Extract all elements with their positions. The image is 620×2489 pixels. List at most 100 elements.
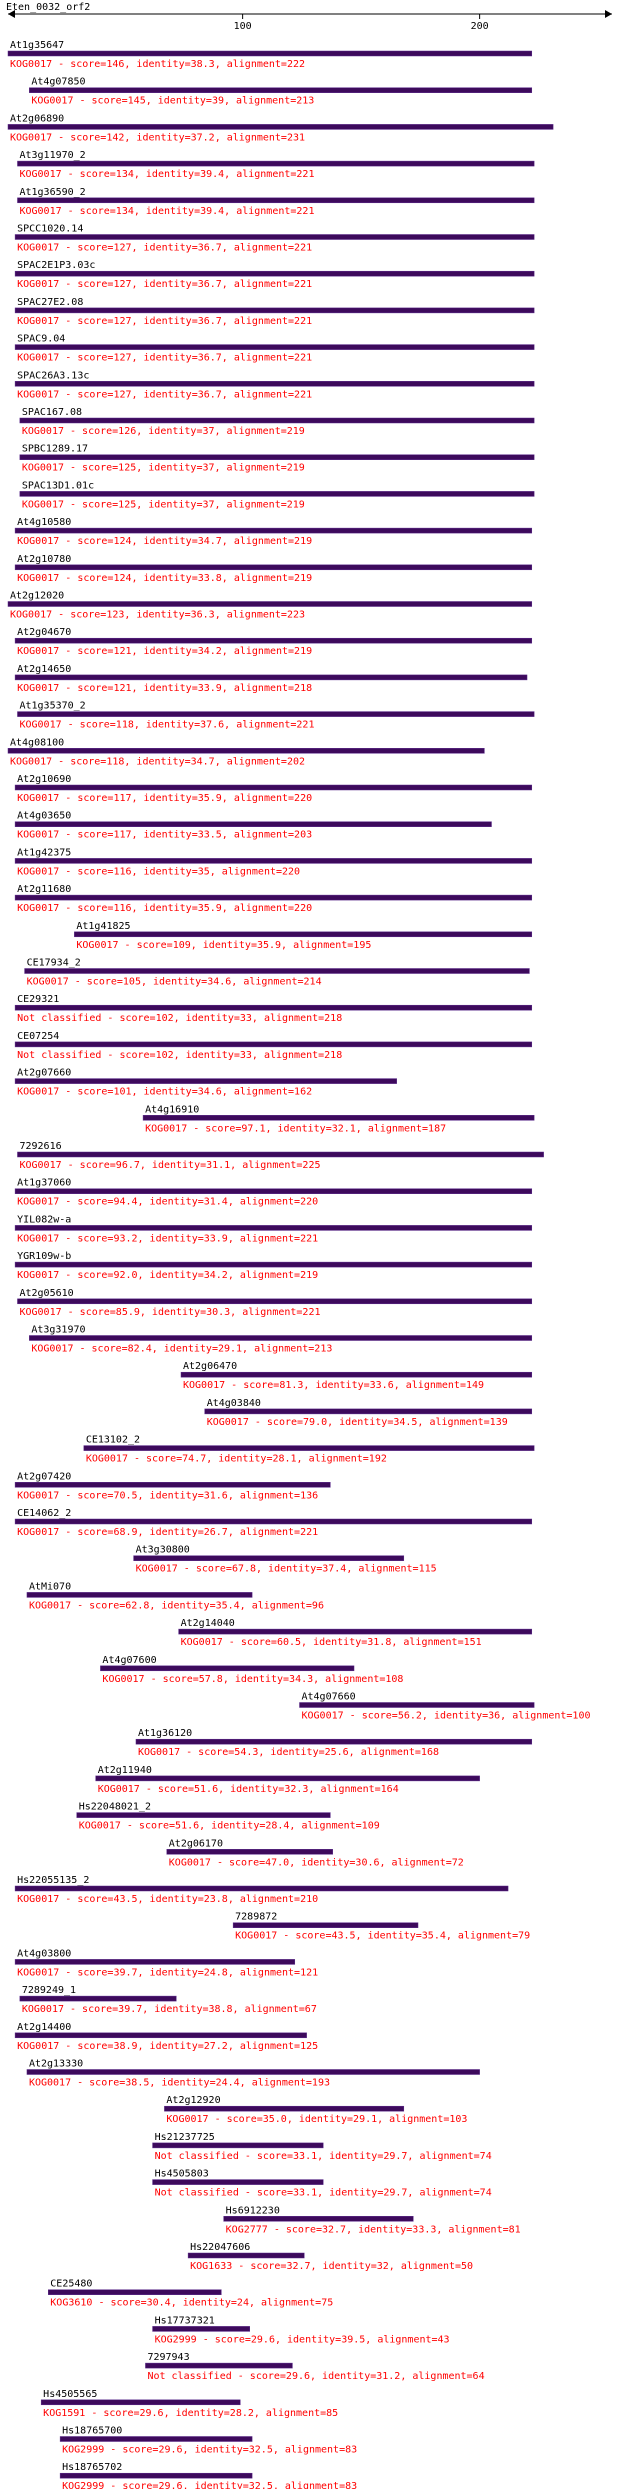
hit-row: At4g10580 KOG0017 - score=124, identity=3… [14,517,533,547]
hit-bar [14,270,535,277]
hit-row: SPAC9.04 KOG0017 - score=127, identity=36… [14,334,535,364]
hit-bar [14,1885,509,1892]
hit-bar [178,1628,533,1635]
hit-bar [142,1115,535,1121]
hit-bar [14,381,535,387]
hit-row: At4g07660 KOG0017 - score=56.2, identity=… [299,1692,590,1722]
hit-bar [152,2142,324,2149]
hit-name: CE29321 [17,994,59,1005]
hit-name: 7297943 [147,2352,189,2363]
hit-name: At2g06170 [169,1838,223,1849]
hit-name: At1g41825 [76,921,130,932]
hit-description: KOG0017 - score=116, identity=35, alignm… [17,866,300,877]
hit-bar [17,1298,533,1305]
hit-bar [14,1518,533,1525]
hit-row: 7292616 KOG0017 - score=96.7, identity=31… [17,1141,544,1171]
hit-bar [40,2399,241,2406]
hit-name: At2g10780 [17,554,71,565]
hit-description: KOG0017 - score=134, identity=39.4, alig… [19,169,314,180]
hit-row: CE13102_2 KOG0017 - score=74.7, identity=… [83,1435,535,1465]
hit-row: At2g14400 KOG0017 - score=38.9, identity=… [14,2022,318,2052]
hit-description: KOG0017 - score=47.0, identity=30.6, ali… [169,1857,464,1868]
hit-name: At4g07850 [31,77,85,88]
hit-bar [14,1225,533,1231]
hit-bar [74,931,533,938]
hit-row: At4g08100 KOG0017 - score=118, identity=3… [7,737,485,767]
hit-row: SPAC13D1.01c KOG0017 - score=125, identit… [19,480,535,510]
hit-description: Not classified - score=33.1, identity=29… [155,2151,492,2162]
hit-row: SPAC167.08 KOG0017 - score=126, identity=… [19,407,535,437]
hit-bar [14,344,535,350]
hit-bar [7,124,554,130]
hit-row: AtMi070 KOG0017 - score=62.8, identity=35… [26,1581,324,1611]
hit-row: SPAC27E2.08 KOG0017 - score=127, identity… [14,297,535,327]
hit-name: At2g12020 [10,591,64,602]
hit-name: SPAC27E2.08 [17,297,83,308]
hit-row: At2g12020 KOG0017 - score=123, identity=3… [7,591,533,621]
hit-description: KOG0017 - score=39.7, identity=38.8, ali… [22,2004,317,2015]
hit-bar [7,601,533,607]
hit-description: KOG0017 - score=67.8, identity=37.4, ali… [136,1564,437,1575]
hit-bar [17,1151,544,1158]
hit-description: KOG2999 - score=29.6, identity=32.5, ali… [62,2445,357,2456]
hit-row: Hs22048021_2 KOG0017 - score=51.6, identi… [76,1802,380,1832]
hit-name: At2g12920 [166,2095,220,2106]
hit-name: Hs22048021_2 [79,1802,151,1813]
hit-name: At4g16910 [145,1104,199,1115]
hit-row: YIL082w-a KOG0017 - score=93.2, identity=… [14,1214,533,1244]
hit-description: KOG0017 - score=146, identity=38.3, alig… [10,59,305,70]
hit-bar [14,1261,533,1268]
hit-bar [7,50,533,57]
hit-name: At2g06470 [183,1361,237,1372]
hit-name: At4g07660 [302,1692,356,1703]
hit-description: KOG0017 - score=125, identity=37, alignm… [22,463,305,474]
hit-bar [152,2179,324,2185]
hit-description: KOG0017 - score=43.5, identity=35.4, ali… [235,1931,530,1942]
hit-row: At2g04670 KOG0017 - score=121, identity=3… [14,627,533,657]
hit-row: At2g06890 KOG0017 - score=142, identity=3… [7,113,554,143]
hit-bar [14,637,533,644]
hit-row: Hs18765702 KOG2999 - score=29.6, identity… [59,2462,357,2489]
hit-name: Hs4505565 [43,2389,97,2400]
hit-bar [19,1995,177,2002]
hit-bar [135,1738,533,1745]
hit-row: At1g41825 KOG0017 - score=109, identity=3… [74,921,533,951]
hit-row: 7289249_1 KOG0017 - score=39.7, identity=… [19,1985,317,2015]
axis-arrow-left [8,10,15,18]
hit-bar [26,1592,253,1598]
hit-description: Not classified - score=29.6, identity=31… [147,2371,484,2382]
hit-row: At2g14650 KOG0017 - score=121, identity=3… [14,664,528,694]
hit-bar [14,784,533,791]
hit-description: KOG0017 - score=57.8, identity=34.3, ali… [102,1674,403,1685]
hit-name: CE17934_2 [27,958,81,969]
hit-row: At2g07660 KOG0017 - score=101, identity=3… [14,1068,397,1098]
hit-name: At3g31970 [31,1325,85,1336]
hit-description: KOG0017 - score=38.9, identity=27.2, ali… [17,2041,318,2052]
hit-row: At1g35370_2 KOG0017 - score=118, identity… [17,701,535,731]
hit-name: CE14062_2 [17,1508,71,1519]
hit-row: SPBC1289.17 KOG0017 - score=125, identity… [19,444,535,474]
hit-name: CE25480 [50,2279,92,2290]
hit-description: KOG2777 - score=32.7, identity=33.3, ali… [226,2224,521,2235]
hit-row: At1g36590_2 KOG0017 - score=134, identity… [17,187,535,217]
hit-row: CE29321 Not classified - score=102, ident… [14,994,533,1024]
hit-row: Hs6912230 KOG2777 - score=32.7, identity=… [223,2205,521,2235]
hit-row: At1g36120 KOG0017 - score=54.3, identity=… [135,1728,533,1758]
hit-description: KOG0017 - score=118, identity=37.6, alig… [19,720,314,731]
hit-bar [14,894,533,901]
hit-name: Hs18765700 [62,2426,122,2437]
hit-name: Hs18765702 [62,2462,122,2473]
hit-bar [100,1665,355,1672]
hit-name: 7289872 [235,1912,277,1923]
hit-row: CE14062_2 KOG0017 - score=68.9, identity=… [14,1508,533,1538]
hit-bar [14,1004,533,1011]
hit-description: KOG0017 - score=101, identity=34.6, alig… [17,1087,312,1098]
hit-description: KOG0017 - score=126, identity=37, alignm… [22,426,305,437]
hit-bar [14,2032,307,2039]
hit-name: Hs22047606 [190,2242,250,2253]
hit-name: YIL082w-a [17,1214,71,1225]
hit-name: At1g35647 [10,40,64,51]
hit-name: At1g36120 [138,1728,192,1739]
hit-row: SPAC2E1P3.03c KOG0017 - score=127, identi… [14,260,535,290]
hit-bar [7,748,485,754]
